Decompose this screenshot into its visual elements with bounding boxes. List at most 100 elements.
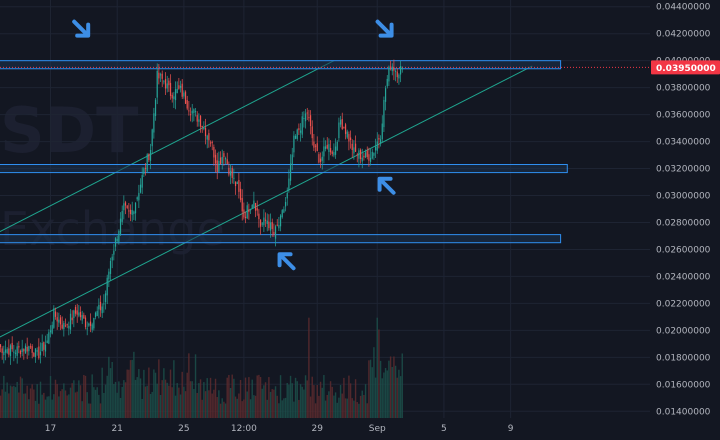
annotation-arrows[interactable] bbox=[72, 19, 396, 271]
price-axis[interactable]: 0.01400000 0.01600000 0.01800000 0.02000000… bbox=[651, 3, 720, 418]
volume-bar bbox=[184, 391, 187, 418]
volume-bar bbox=[104, 384, 107, 418]
candle-body bbox=[251, 204, 253, 209]
candle-body bbox=[266, 220, 268, 224]
volume-bar bbox=[258, 374, 260, 418]
candle-body bbox=[189, 114, 192, 116]
candle-body bbox=[91, 324, 93, 330]
candle-body bbox=[124, 202, 127, 206]
arrow-lower-support[interactable] bbox=[277, 252, 296, 271]
candle-body bbox=[8, 348, 10, 355]
volume-bar bbox=[88, 403, 90, 418]
y-tick-label: 0.03600000 bbox=[656, 111, 711, 121]
volume-bar bbox=[304, 375, 307, 418]
volume-bar bbox=[284, 397, 287, 418]
volume-bar bbox=[96, 387, 98, 418]
candle-body bbox=[348, 134, 350, 142]
volume-bar bbox=[388, 360, 390, 418]
candle-body bbox=[233, 177, 235, 179]
candle-body bbox=[396, 71, 398, 78]
candle-body bbox=[156, 70, 158, 98]
y-tick-label: 0.02000000 bbox=[656, 326, 711, 336]
candle-body bbox=[23, 349, 25, 352]
candle-body bbox=[49, 330, 52, 333]
volume-bar bbox=[306, 380, 308, 418]
candle-body bbox=[158, 72, 160, 79]
candle-body bbox=[343, 127, 345, 129]
volume-bar bbox=[156, 383, 158, 418]
candle-body bbox=[376, 141, 378, 151]
volume-bar bbox=[219, 403, 222, 418]
volume-bar bbox=[281, 400, 283, 418]
candle-body bbox=[73, 310, 75, 319]
volume-bar bbox=[78, 380, 80, 418]
candle-body bbox=[141, 175, 143, 188]
candle-body bbox=[61, 324, 63, 329]
volume-bar bbox=[24, 393, 27, 418]
candle-body bbox=[339, 119, 342, 125]
arrow-resistance-left[interactable] bbox=[72, 19, 91, 38]
candle-body bbox=[216, 160, 218, 172]
candle-body bbox=[3, 351, 5, 356]
candle-body bbox=[393, 67, 395, 71]
volume-bar bbox=[234, 396, 237, 418]
zone-middle-support[interactable] bbox=[0, 164, 568, 174]
volume-bar bbox=[278, 403, 280, 418]
volume-bar bbox=[259, 377, 262, 418]
volume-bar bbox=[229, 388, 232, 418]
volume-bar bbox=[33, 389, 35, 418]
volume-bar bbox=[218, 390, 220, 418]
arrow-middle-support[interactable] bbox=[377, 176, 396, 195]
volume-bar bbox=[141, 398, 143, 418]
volume-bar bbox=[379, 360, 382, 418]
candle-body bbox=[81, 315, 83, 321]
candle-body bbox=[104, 293, 107, 303]
candle-body bbox=[373, 152, 375, 156]
arrow-resistance-right-shaft bbox=[375, 19, 392, 36]
candle-body bbox=[43, 342, 45, 350]
volume-bar bbox=[154, 372, 157, 418]
volume-bar bbox=[26, 385, 28, 418]
volume-bar bbox=[39, 381, 42, 418]
volume-bar bbox=[216, 397, 218, 418]
volume-bar bbox=[163, 368, 165, 418]
candle-body bbox=[41, 343, 43, 352]
volume-bar bbox=[29, 388, 32, 418]
channel-lines[interactable] bbox=[0, 60, 533, 368]
candle-body bbox=[101, 306, 103, 314]
x-tick-label: 21 bbox=[111, 424, 122, 434]
time-axis[interactable]: 17 21 25 12:00 29 Sep 5 9 bbox=[45, 424, 514, 434]
candle-body bbox=[16, 346, 18, 356]
volume-bar bbox=[34, 400, 37, 418]
candle-body bbox=[108, 271, 110, 280]
candle-body bbox=[201, 125, 203, 128]
candle-body bbox=[324, 146, 327, 149]
candle-body bbox=[338, 122, 340, 139]
candle-body bbox=[321, 156, 323, 161]
arrow-resistance-right[interactable] bbox=[375, 19, 394, 38]
candle-body bbox=[354, 143, 357, 152]
volume-bar bbox=[133, 351, 135, 418]
candle-body bbox=[83, 314, 85, 319]
volume-bar bbox=[134, 379, 137, 418]
volume-bar bbox=[249, 399, 252, 418]
candle-body bbox=[86, 328, 88, 330]
candle-body bbox=[293, 135, 295, 153]
volume-bar bbox=[378, 329, 380, 418]
candle-body bbox=[53, 308, 55, 328]
volume-bar bbox=[273, 389, 275, 418]
candle-body bbox=[118, 231, 120, 242]
trendline-upper-channel[interactable] bbox=[0, 60, 335, 263]
volume-bar bbox=[123, 380, 125, 418]
volume-bar bbox=[139, 378, 142, 418]
support-resistance-zones[interactable] bbox=[0, 60, 568, 244]
trendline-lower-channel[interactable] bbox=[0, 65, 533, 368]
volume-bar bbox=[93, 387, 95, 418]
zone-resistance[interactable] bbox=[0, 60, 562, 70]
candle-body bbox=[183, 92, 185, 97]
volume-bar bbox=[381, 378, 383, 418]
zone-lower-support[interactable] bbox=[0, 234, 562, 244]
candle-body bbox=[326, 144, 328, 149]
